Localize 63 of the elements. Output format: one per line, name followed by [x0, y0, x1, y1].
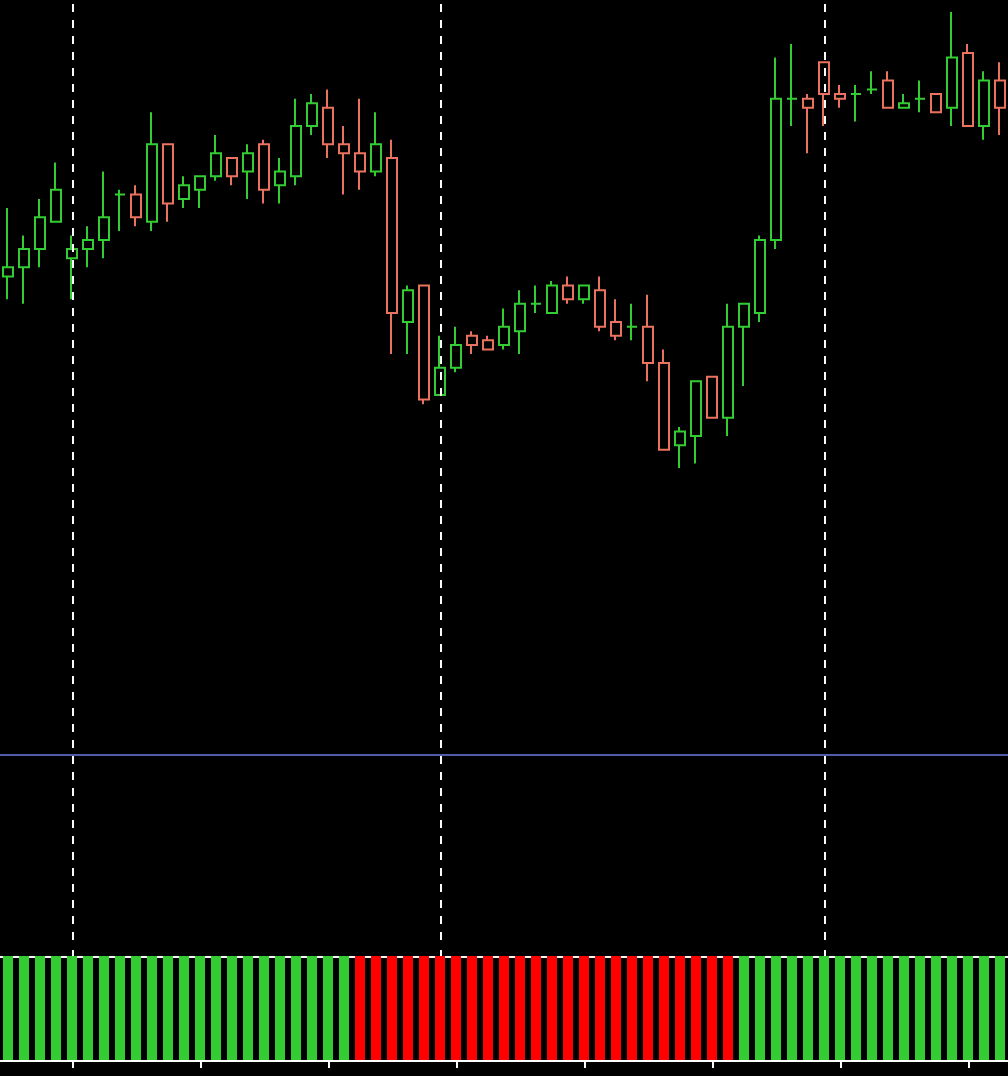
candlestick [706, 375, 718, 419]
candlestick [610, 298, 622, 342]
candlestick [162, 143, 174, 223]
candlestick [274, 156, 286, 205]
candlestick [594, 275, 606, 333]
candlestick [530, 284, 542, 314]
candlestick [130, 184, 142, 228]
candlestick [962, 42, 974, 127]
candlestick [82, 225, 94, 269]
candlestick [882, 70, 894, 109]
candlestick [642, 293, 654, 383]
candlestick [914, 79, 926, 114]
candlestick [866, 70, 878, 96]
candlestick [770, 56, 782, 251]
candlestick [466, 330, 478, 355]
candlestick [194, 175, 206, 210]
candlestick [178, 175, 190, 210]
candlestick [434, 334, 446, 397]
candlestick [34, 197, 46, 269]
candlestick [674, 425, 686, 469]
candlestick [322, 88, 334, 159]
candlestick [690, 380, 702, 465]
candlestick [370, 111, 382, 178]
candlestick [738, 302, 750, 387]
candlestick [402, 284, 414, 355]
candlestick [546, 280, 558, 314]
candlestick [850, 83, 862, 123]
candlestick [242, 143, 254, 200]
candlestick [290, 97, 302, 187]
candlestick [306, 93, 318, 137]
candlestick [50, 161, 62, 223]
candlestick [514, 289, 526, 355]
candlestick [258, 138, 270, 205]
candlestick [498, 307, 510, 351]
candlestick [450, 325, 462, 374]
candlestick [978, 70, 990, 141]
candlestick [418, 284, 430, 406]
candlestick [722, 302, 734, 438]
candlestick [2, 207, 14, 301]
candlestick [754, 234, 766, 324]
candlestick [786, 42, 798, 127]
candlestick [386, 138, 398, 355]
candlestick [562, 275, 574, 305]
candlestick [98, 170, 110, 260]
candlestick [338, 125, 350, 196]
candlestick [994, 61, 1006, 137]
candlestick [578, 284, 590, 305]
candlestick [18, 234, 30, 305]
candlestick [66, 234, 78, 301]
candlestick [930, 93, 942, 114]
candlestick [146, 111, 158, 232]
candlestick [626, 302, 638, 342]
candlestick [354, 97, 366, 191]
candlestick [658, 348, 670, 451]
candlestick [898, 93, 910, 109]
candlestick [482, 334, 494, 351]
candlestick [946, 11, 958, 127]
candlestick [834, 83, 846, 109]
candlestick [818, 61, 830, 127]
candlestick [114, 188, 126, 232]
candlestick [802, 93, 814, 155]
candlestick [226, 156, 238, 187]
candlestick [210, 134, 222, 182]
